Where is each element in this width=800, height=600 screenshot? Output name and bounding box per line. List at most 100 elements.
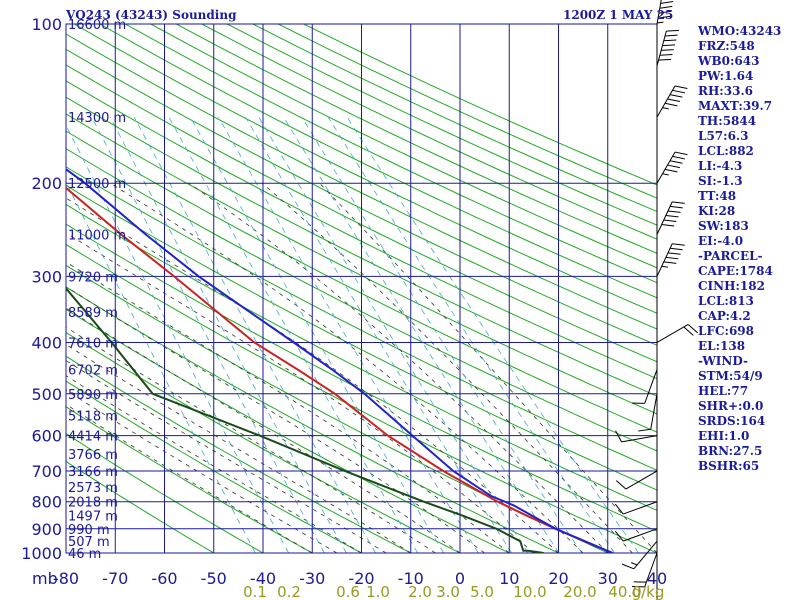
index-item: -WIND- <box>698 354 748 368</box>
height-label: 12500 m <box>68 177 126 192</box>
pressure-tick-label: 900 <box>31 520 62 539</box>
dry-adiabat <box>66 432 264 553</box>
dry-adiabat <box>66 203 657 511</box>
mixing-ratio-line <box>168 117 419 553</box>
wind-barb <box>656 243 685 277</box>
pressure-tick-label: 700 <box>31 462 62 481</box>
mixing-ratio-lines <box>66 116 640 553</box>
dry-adiabat <box>125 24 657 284</box>
wind-barb <box>656 85 688 118</box>
moist-adiabat <box>66 389 338 553</box>
moist-adiabat <box>66 403 313 553</box>
moist-adiabat <box>66 375 362 553</box>
dry-adiabat <box>66 80 657 380</box>
temperature-tick-label: -60 <box>151 569 177 588</box>
index-item: BRN:27.5 <box>698 444 763 458</box>
mixing-ratio-line <box>283 116 560 553</box>
index-item: LCL:882 <box>698 144 754 158</box>
dry-adiabat <box>66 148 657 452</box>
index-list: WMO:43243 FRZ:548 WB0:643 PW:1.64 RH:33.6 MAX… <box>698 24 781 474</box>
index-item: CAP:4.2 <box>698 309 751 323</box>
dry-adiabat <box>66 184 657 491</box>
wind-barb <box>614 501 658 515</box>
series <box>66 168 614 553</box>
temperature-tick-label: -30 <box>299 569 325 588</box>
mixing-ratio-label: 2.0 <box>408 583 432 600</box>
dry-adiabat <box>66 96 657 397</box>
height-label: 507 m <box>68 535 110 550</box>
height-label: 3166 m <box>68 465 118 480</box>
mixing-ratio-label: 1.0 <box>366 583 390 600</box>
height-label: 4414 m <box>68 430 118 445</box>
temperature-tick-label: -70 <box>102 569 128 588</box>
wind-barb <box>621 540 658 570</box>
wind-barb <box>632 369 658 404</box>
pressure-tick-label: 100 <box>31 15 62 34</box>
wind-barb <box>616 470 658 490</box>
pressure-tick-label: 600 <box>31 427 62 446</box>
temperature-tick-label: 0 <box>455 569 465 588</box>
mixing-ratio-line <box>301 116 583 553</box>
dry-adiabat <box>66 223 657 532</box>
chart-time: 1200Z 1 MAY 25 <box>563 8 674 22</box>
pressure-tick-label: 800 <box>31 493 62 512</box>
dry-adiabat <box>74 24 657 314</box>
mixing-ratio-label: 20.0 <box>563 583 596 600</box>
height-label: 8589 m <box>68 306 118 321</box>
index-item: WMO:43243 <box>698 24 782 38</box>
height-label: 16600 m <box>68 18 126 33</box>
dry-adiabat <box>66 286 559 553</box>
wind-barb <box>632 552 658 588</box>
height-label: 1497 m <box>68 510 118 525</box>
temperature-tick-label: 30 <box>598 569 618 588</box>
dry-adiabat <box>66 130 657 433</box>
temperature-tick-label: -80 <box>53 569 79 588</box>
index-item: LI:-4.3 <box>698 159 743 173</box>
height-label: 11000 m <box>68 229 126 244</box>
wind-barb <box>614 528 658 542</box>
index-item: KI:28 <box>698 204 736 218</box>
index-item: WB0:643 <box>698 54 760 68</box>
pressure-tick-label: 500 <box>31 385 62 404</box>
dry-adiabat <box>150 24 657 269</box>
temperature-tick-label: 10 <box>499 569 519 588</box>
height-label: 5890 m <box>68 388 118 403</box>
dry-adiabat <box>66 460 215 553</box>
index-item: LCL:813 <box>698 294 754 308</box>
dry-adiabat <box>66 355 412 553</box>
height-label: 990 m <box>68 523 110 538</box>
dry-adiabat <box>66 113 657 415</box>
temperature-tick-label: -20 <box>348 569 374 588</box>
height-label: 7610 m <box>68 336 118 351</box>
mixing-ratio-label: g/kg <box>632 583 665 600</box>
height-label: 5118 m <box>68 410 118 425</box>
index-item: EI:-4.0 <box>698 234 744 248</box>
index-item: PW:1.64 <box>698 69 754 83</box>
mixing-ratio-line <box>133 117 376 553</box>
index-item: -PARCEL- <box>698 249 763 263</box>
index-item: CAPE:1784 <box>698 264 773 278</box>
height-label: 2018 m <box>68 496 118 511</box>
dry-adiabat <box>66 380 362 553</box>
temperature-tick-label: -40 <box>250 569 276 588</box>
grid <box>65 23 658 554</box>
index-item: EL:138 <box>698 339 746 353</box>
dry-adiabat <box>66 243 657 553</box>
mixing-ratio-label: 0.1 <box>243 583 267 600</box>
wind-barb <box>656 201 685 235</box>
mixing-ratio-label: 5.0 <box>470 583 494 600</box>
index-item: LFC:698 <box>698 324 754 338</box>
index-item: RH:33.6 <box>698 84 753 98</box>
pressure-tick-label: 200 <box>31 174 62 193</box>
index-item: TH:5844 <box>698 114 757 128</box>
mixing-ratio-label: 0.2 <box>277 583 301 600</box>
index-item: EHI:1.0 <box>698 429 750 443</box>
moist-adiabat <box>261 182 633 553</box>
temperature-tick-label: -10 <box>398 569 424 588</box>
temperature-tick-label: -50 <box>201 569 227 588</box>
mixing-ratio-line <box>91 117 325 553</box>
height-label: 3766 m <box>68 448 118 463</box>
dewpoint-line <box>66 286 544 553</box>
mixing-ratio-line <box>258 116 529 553</box>
